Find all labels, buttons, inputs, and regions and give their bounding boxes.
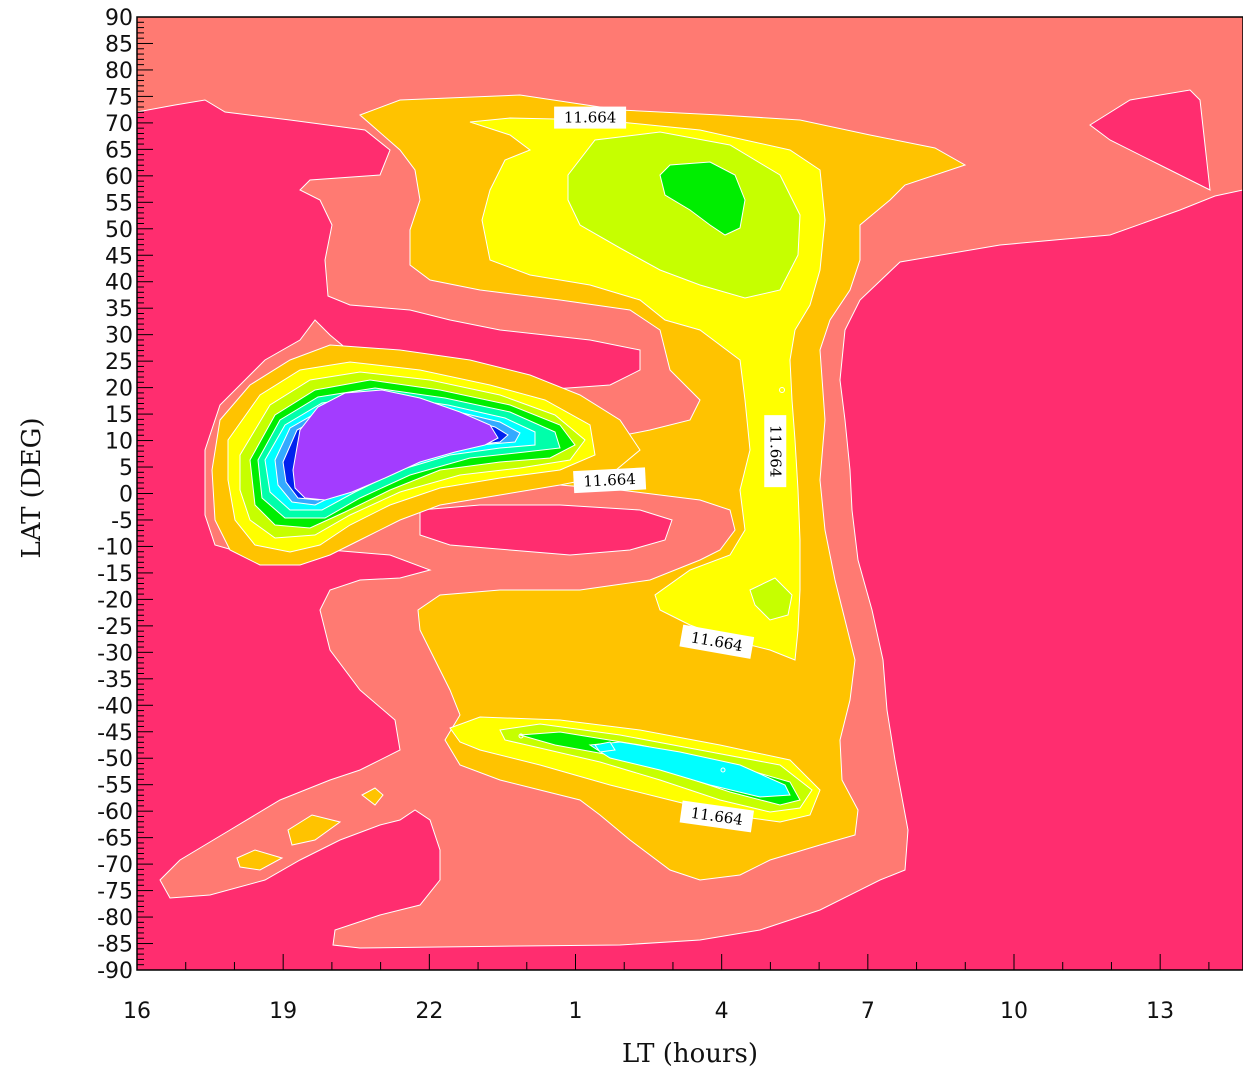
contour-marker (779, 387, 785, 393)
y-tick-label: 35 (105, 297, 133, 322)
y-tick-label: 80 (105, 59, 133, 84)
y-tick-label: -35 (97, 668, 133, 693)
x-axis-ticks (136, 954, 1210, 970)
y-tick-label: -75 (97, 880, 133, 905)
y-tick-label: 45 (105, 244, 133, 269)
y-tick-label: -30 (97, 641, 133, 666)
y-tick-label: 15 (105, 403, 133, 428)
contour-region-mid-notch (419, 504, 673, 556)
x-axis-title: LT (hours) (622, 1039, 758, 1069)
contour-value-label: 11.664 (764, 415, 787, 488)
x-tick-label: 4 (715, 999, 729, 1024)
contour-region-small-island-1 (236, 849, 284, 871)
contour-region-lower-cyan (588, 741, 791, 798)
x-tick-label: 13 (1146, 999, 1174, 1024)
contour-marker (518, 733, 524, 739)
y-tick-label: 55 (105, 191, 133, 216)
y-tick-label: 60 (105, 165, 133, 190)
y-tick-label: 5 (119, 456, 133, 481)
y-tick-label: 40 (105, 271, 133, 296)
contour-region-south-lime (749, 577, 793, 621)
contour-region-small-island-3 (361, 787, 384, 806)
contour-label-box (573, 467, 647, 494)
contour-region-right-tongue (1089, 89, 1211, 191)
x-tick-label: 19 (269, 999, 297, 1024)
y-tick-label: -80 (97, 906, 133, 931)
x-tick-label: 7 (861, 999, 875, 1024)
y-tick-label: 30 (105, 324, 133, 349)
y-tick-label: 90 (105, 6, 133, 31)
y-tick-label: -20 (97, 588, 133, 613)
y-tick-label: -65 (97, 827, 133, 852)
y-axis-ticks (137, 16, 153, 971)
y-tick-label: -55 (97, 774, 133, 799)
contour-value-label: 11.664 (679, 800, 754, 833)
y-tick-label: 0 (119, 483, 133, 508)
contour-value-label: 11.664 (573, 467, 647, 494)
contour-region-lower-cyan-spot (594, 741, 616, 753)
y-tick-label: -60 (97, 800, 133, 825)
y-axis-tick-labels: 908580757065605550454035302520151050-5-1… (97, 6, 133, 984)
x-tick-label: 10 (1000, 999, 1028, 1024)
y-tick-label: 20 (105, 377, 133, 402)
y-tick-label: -90 (97, 959, 133, 984)
plot-area (137, 17, 1243, 970)
x-tick-label: 16 (123, 999, 151, 1024)
y-tick-label: -40 (97, 694, 133, 719)
y-tick-label: 65 (105, 138, 133, 163)
y-tick-label: -45 (97, 721, 133, 746)
contour-region-left-purple (292, 389, 499, 501)
contour-label-text: 11.664 (564, 109, 617, 127)
y-tick-label: 50 (105, 218, 133, 243)
contour-region-small-island-2 (287, 814, 342, 846)
y-tick-label: -25 (97, 615, 133, 640)
y-axis-title: LAT (DEG) (17, 417, 47, 558)
y-tick-label: -70 (97, 853, 133, 878)
contour-region-upper-lime (567, 131, 801, 299)
x-tick-label: 1 (569, 999, 583, 1024)
contour-label-box (679, 800, 754, 833)
x-tick-label: 22 (415, 999, 443, 1024)
contour-label-text: 11.664 (583, 470, 636, 491)
y-tick-label: -50 (97, 747, 133, 772)
contour-level-10 (292, 389, 499, 501)
contour-label-box (679, 624, 755, 659)
x-axis-tick-labels: 16 19 22 1 4 7 10 13 (123, 999, 1174, 1024)
y-tick-label: 85 (105, 32, 133, 57)
contour-label-box (554, 106, 627, 129)
y-tick-label: -10 (97, 535, 133, 560)
y-tick-label: 25 (105, 350, 133, 375)
contour-label-text: 11.664 (766, 425, 784, 478)
y-tick-label: 10 (105, 430, 133, 455)
contour-label-box (764, 415, 787, 488)
contour-value-label: 11.664 (554, 106, 627, 129)
contour-region-upper-green (659, 161, 746, 236)
y-tick-label: -85 (97, 933, 133, 958)
y-tick-label: -15 (97, 562, 133, 587)
y-tick-label: -5 (111, 509, 133, 534)
y-tick-label: 70 (105, 112, 133, 137)
contour-marker (720, 767, 726, 773)
y-tick-label: 75 (105, 85, 133, 110)
